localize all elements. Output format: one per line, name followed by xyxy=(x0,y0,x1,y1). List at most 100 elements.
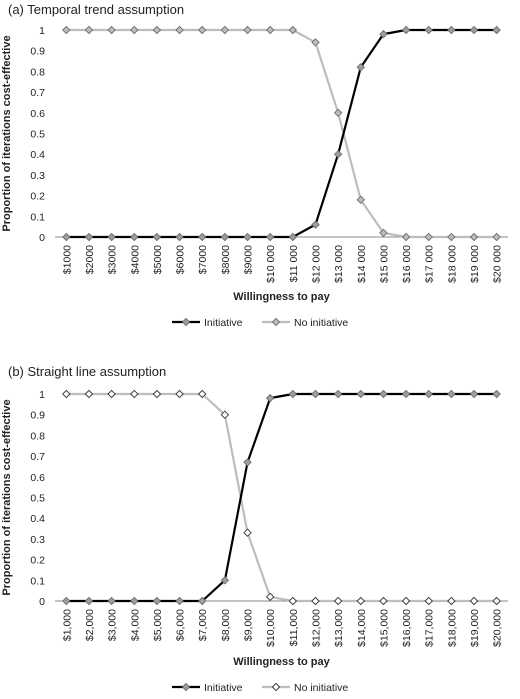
data-point-no-initiative xyxy=(356,195,366,204)
x-tick-label: $11 000 xyxy=(288,245,300,282)
x-tick-label: $8000 xyxy=(220,245,232,274)
legend-marker-no-initiative xyxy=(271,682,281,692)
y-tick-label: 0.6 xyxy=(30,472,45,484)
data-point-no-initiative xyxy=(62,25,71,35)
x-tick-label: $1000 xyxy=(61,245,73,274)
data-point-initiative xyxy=(197,596,207,606)
x-tick-label: $7000 xyxy=(197,245,209,274)
data-point-no-initiative xyxy=(311,38,320,47)
x-tick-label: $19,000 xyxy=(469,609,481,647)
data-point-initiative xyxy=(130,232,139,242)
y-tick-label: 0.9 xyxy=(30,46,45,58)
data-point-no-initiative xyxy=(197,25,207,35)
data-point-initiative xyxy=(175,596,184,606)
data-point-initiative xyxy=(152,232,162,242)
data-point-initiative xyxy=(220,232,230,242)
x-tick-label: $18 000 xyxy=(446,245,458,283)
x-tick-label: $5,000 xyxy=(152,609,164,641)
legend-marker-initiative xyxy=(181,317,191,327)
x-axis-label: Willingness to pay xyxy=(233,291,330,303)
y-tick-label: 0.1 xyxy=(30,211,45,223)
data-point-initiative xyxy=(356,63,366,72)
y-axis-label: Proportion of iterations cost-effective xyxy=(1,35,13,231)
data-point-initiative xyxy=(469,25,479,35)
data-point-no-initiative xyxy=(379,596,388,606)
series-line-no-initiative xyxy=(66,28,497,239)
data-point-initiative xyxy=(84,232,94,242)
legend-label-initiative: Initiative xyxy=(204,682,243,694)
y-axis-label: Proportion of iterations cost-effective xyxy=(1,399,13,595)
data-point-no-initiative xyxy=(469,596,479,606)
data-point-no-initiative xyxy=(175,389,184,399)
data-point-initiative xyxy=(62,596,71,606)
legend-label-no-initiative: No initiative xyxy=(294,317,348,329)
data-point-no-initiative xyxy=(197,389,207,399)
y-tick-label: 0.4 xyxy=(30,149,45,161)
data-point-initiative xyxy=(197,232,207,242)
data-point-no-initiative xyxy=(401,596,411,606)
data-point-no-initiative xyxy=(152,389,162,399)
y-tick-label: 0.9 xyxy=(30,410,45,422)
data-point-initiative xyxy=(265,393,275,403)
legend-marker-no-initiative xyxy=(271,317,281,327)
data-point-initiative xyxy=(401,389,411,399)
data-point-no-initiative xyxy=(130,389,139,399)
data-point-initiative xyxy=(311,220,320,229)
x-tick-label: $6000 xyxy=(175,245,187,274)
x-tick-label: $7,000 xyxy=(197,609,209,641)
data-point-no-initiative xyxy=(175,25,184,35)
y-tick-label: 0.2 xyxy=(30,555,45,567)
data-point-no-initiative xyxy=(379,228,388,238)
x-tick-label: $16,000 xyxy=(401,609,413,647)
data-point-no-initiative xyxy=(243,25,252,35)
x-tick-label: $17 000 xyxy=(424,245,436,283)
data-point-initiative xyxy=(447,25,456,35)
data-point-initiative xyxy=(311,389,320,399)
chart-panel-a: (a) Temporal trend assumption Proportion … xyxy=(1,2,508,329)
data-point-initiative xyxy=(379,389,388,399)
data-point-no-initiative xyxy=(152,25,162,35)
y-tick-label: 0.5 xyxy=(30,493,45,505)
x-tick-label: $3000 xyxy=(107,245,119,274)
x-tick-label: $5000 xyxy=(152,245,164,274)
data-point-initiative xyxy=(379,29,388,39)
data-point-no-initiative xyxy=(469,232,479,242)
y-tick-label: 0.7 xyxy=(30,87,45,99)
data-point-no-initiative xyxy=(288,596,298,606)
data-point-no-initiative xyxy=(447,596,456,606)
series-initiative xyxy=(62,389,501,606)
x-tick-label: $14 000 xyxy=(356,245,368,283)
x-tick-label: $13,000 xyxy=(333,609,345,647)
x-tick-label: $1,000 xyxy=(61,609,73,641)
y-tick-label: 0 xyxy=(39,232,45,244)
y-tick-label: 0.3 xyxy=(30,534,45,546)
x-tick-label: $2,000 xyxy=(84,609,96,641)
y-tick-label: 0.7 xyxy=(30,451,45,463)
data-point-no-initiative xyxy=(333,596,343,606)
x-tick-label: $4000 xyxy=(129,245,141,274)
data-point-initiative xyxy=(243,458,252,467)
x-tick-label: $15 000 xyxy=(378,245,390,283)
data-point-initiative xyxy=(424,25,433,35)
x-tick-label: $2000 xyxy=(84,245,96,274)
data-point-initiative xyxy=(288,389,298,399)
data-point-no-initiative xyxy=(84,389,94,399)
data-point-initiative xyxy=(175,232,184,242)
data-point-initiative xyxy=(107,232,116,242)
data-point-no-initiative xyxy=(265,25,275,35)
x-tick-label: $20,000 xyxy=(492,609,504,647)
y-tick-label: 1 xyxy=(39,25,45,37)
data-point-initiative xyxy=(424,389,433,399)
series-no-initiative xyxy=(62,25,501,242)
data-point-no-initiative xyxy=(424,596,433,606)
data-point-no-initiative xyxy=(84,25,94,35)
y-tick-label: 0.6 xyxy=(30,108,45,120)
x-tick-label: $9000 xyxy=(243,245,255,274)
data-point-initiative xyxy=(220,576,230,585)
data-point-no-initiative xyxy=(130,25,139,35)
data-point-initiative xyxy=(401,25,411,35)
data-point-initiative xyxy=(356,389,366,399)
data-point-no-initiative xyxy=(447,232,456,242)
x-tick-label: $14,000 xyxy=(356,609,368,647)
